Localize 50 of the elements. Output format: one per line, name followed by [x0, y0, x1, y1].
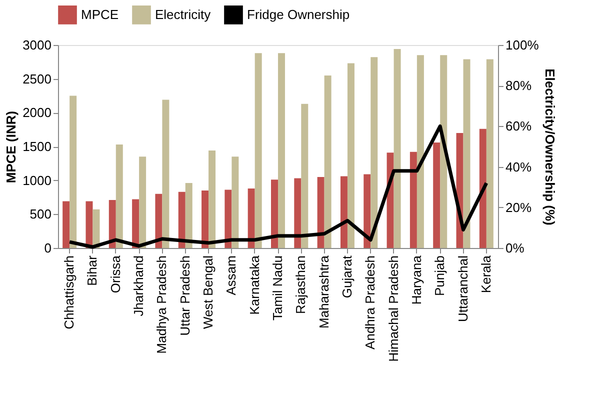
- y-axis-title: MPCE (INR): [4, 110, 19, 184]
- legend-label: MPCE: [81, 6, 119, 22]
- y2-tick-label: 40%: [506, 159, 532, 174]
- y-tick-label: 1000: [22, 172, 52, 188]
- y2-tick-label: 0%: [506, 240, 525, 256]
- x-tick-label: Uttar Pradesh: [177, 256, 192, 336]
- bar: [62, 201, 70, 248]
- x-tick-label: Uttaranchal: [455, 255, 470, 322]
- y-tick-label: 1500: [22, 139, 52, 154]
- x-tick-label: Orissa: [108, 254, 123, 294]
- x-tick-label: Assam: [224, 256, 239, 296]
- x-tick-label: Tamil Nadu: [270, 256, 285, 321]
- x-tick-label: West Bengal: [200, 255, 216, 329]
- bar: [254, 53, 262, 248]
- bar: [278, 53, 285, 248]
- legend-label: Electricity: [155, 6, 212, 22]
- bar: [370, 57, 378, 248]
- x-tick-label: Gujarat: [339, 255, 354, 298]
- bar: [347, 63, 354, 248]
- x-tick-label: Haryana: [408, 254, 424, 305]
- bar: [324, 75, 332, 248]
- y-tick-label: 0: [44, 240, 52, 256]
- x-tick-label: Himachal Pradesh: [386, 256, 401, 362]
- y2-axis-title: Electricity/Ownership (%): [542, 68, 558, 226]
- x-tick-label: Bihar: [84, 254, 100, 286]
- bar: [394, 49, 401, 248]
- bar: [301, 104, 308, 248]
- y-tick-label: 2500: [22, 71, 52, 86]
- x-tick-label: Jharkhand: [131, 256, 146, 316]
- x-tick-label: Madhya Pradesh: [154, 256, 170, 354]
- bar: [162, 100, 170, 248]
- y-tick-label: 2000: [22, 105, 52, 120]
- y2-tick-label: 60%: [506, 118, 532, 134]
- line-series: [68, 124, 488, 249]
- x-tick-label: Maharashtra: [316, 254, 332, 328]
- bar: [116, 144, 123, 248]
- x-tick-label: Chhattisgarh: [62, 256, 77, 330]
- y2-tick-label: 100%: [506, 38, 540, 52]
- bar: [248, 188, 255, 248]
- x-tick-label: Karnataka: [246, 254, 262, 315]
- y-tick-label: 3000: [22, 38, 52, 52]
- y2-tick-label: 80%: [506, 78, 532, 94]
- x-tick-label: Rajasthan: [293, 256, 308, 314]
- legend-label: Fridge Ownership: [247, 6, 350, 22]
- y2-tick-label: 20%: [506, 200, 532, 215]
- x-tick-label: Punjab: [432, 256, 448, 296]
- x-tick-label: Kerala: [478, 254, 494, 294]
- x-tick-label: Andhra Pradesh: [362, 256, 378, 350]
- y-tick-label: 500: [30, 206, 52, 222]
- bar: [70, 96, 77, 248]
